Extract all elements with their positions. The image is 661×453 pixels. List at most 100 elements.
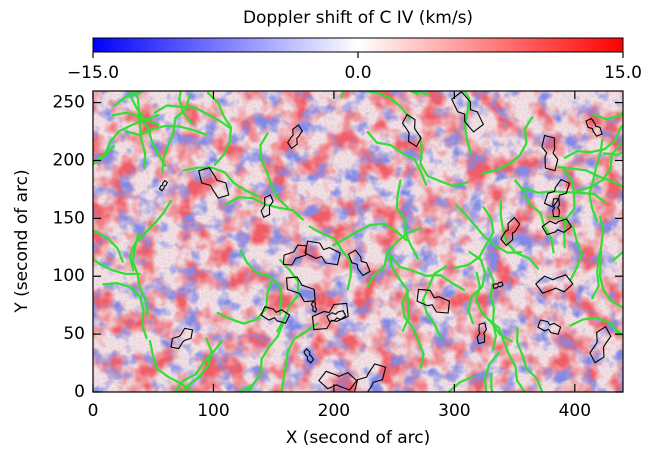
network-contour xyxy=(588,138,604,223)
network-contour xyxy=(557,165,623,188)
network-contour xyxy=(569,316,623,337)
intensity-contour xyxy=(260,194,274,219)
intensity-contour xyxy=(304,240,341,266)
y-axis-label: Y (second of arc) xyxy=(12,169,32,313)
network-contour xyxy=(418,135,469,188)
network-contour xyxy=(239,249,283,316)
network-contour xyxy=(455,204,523,254)
network-contour xyxy=(592,110,623,121)
intensity-contour xyxy=(318,370,358,391)
network-contour xyxy=(467,250,487,325)
network-contour xyxy=(481,116,534,175)
plot-frame xyxy=(92,90,624,393)
network-contour xyxy=(259,132,289,209)
network-contour xyxy=(113,91,147,107)
intensity-contour xyxy=(311,302,349,331)
intensity-contour xyxy=(285,276,316,303)
x-tick-label: 300 xyxy=(438,401,470,421)
intensity-contour xyxy=(476,322,487,345)
y-tick-label: 150 xyxy=(53,208,85,228)
colorbar-tick-label: 0.0 xyxy=(344,63,371,83)
network-contour xyxy=(148,339,194,392)
colorbar-tick-label: 15.0 xyxy=(604,63,642,83)
network-contour xyxy=(387,252,410,332)
intensity-contour xyxy=(282,244,307,266)
network-contour xyxy=(178,91,194,125)
intensity-contour xyxy=(451,91,484,133)
network-contour xyxy=(178,337,213,392)
network-contour xyxy=(132,91,147,169)
network-contour xyxy=(111,111,167,167)
y-tick-label: 100 xyxy=(53,266,85,286)
x-tick-label: 0 xyxy=(88,401,99,421)
network-contour xyxy=(598,246,623,309)
network-contour xyxy=(124,124,208,136)
network-contour xyxy=(128,199,172,272)
intensity-contour xyxy=(158,179,168,192)
network-contour xyxy=(389,255,466,292)
network-contour xyxy=(153,104,233,130)
network-contour xyxy=(216,280,273,325)
intensity-contour xyxy=(170,327,194,350)
intensity-contour xyxy=(198,167,230,199)
network-contour xyxy=(563,123,623,159)
y-tick-label: 0 xyxy=(74,382,85,402)
intensity-contour xyxy=(347,249,371,277)
network-contour xyxy=(463,91,472,155)
intensity-contour xyxy=(535,274,574,294)
network-contour xyxy=(93,145,115,166)
network-contour xyxy=(562,168,576,249)
network-contour xyxy=(413,91,431,96)
intensity-contour xyxy=(287,124,303,150)
intensity-contour xyxy=(537,319,562,335)
x-tick-label: 100 xyxy=(197,401,229,421)
intensity-contour xyxy=(303,348,315,364)
network-contour xyxy=(340,91,345,99)
network-contour xyxy=(207,92,233,166)
intensity-contour xyxy=(541,134,559,172)
x-axis-label: X (second of arc) xyxy=(286,428,431,448)
intensity-contour xyxy=(401,113,422,148)
network-contour xyxy=(93,229,124,263)
y-tick-label: 200 xyxy=(53,150,85,170)
network-contour xyxy=(332,222,408,247)
network-contour xyxy=(603,150,623,157)
network-contour xyxy=(591,215,605,300)
intensity-contour xyxy=(310,300,318,313)
intensity-contour xyxy=(500,216,521,247)
network-contour xyxy=(490,372,494,392)
intensity-contour xyxy=(589,325,612,364)
network-contour xyxy=(102,281,148,340)
intensity-contour xyxy=(552,198,561,218)
network-contour xyxy=(421,265,447,339)
network-contour xyxy=(366,226,422,289)
network-contour xyxy=(395,179,419,260)
intensity-contour xyxy=(541,218,573,236)
colorbar-title: Doppler shift of C IV (km/s) xyxy=(243,8,473,28)
y-tick-label: 50 xyxy=(63,324,85,344)
x-tick-label: 400 xyxy=(559,401,591,421)
colorbar xyxy=(92,37,624,53)
network-contour xyxy=(483,352,500,392)
colorbar-tick-label: −15.0 xyxy=(67,63,119,83)
network-contour xyxy=(453,206,495,270)
doppler-map xyxy=(93,91,623,392)
network-contour xyxy=(475,271,513,343)
intensity-contour xyxy=(416,288,451,314)
network-contour xyxy=(447,375,474,392)
intensity-contour xyxy=(543,178,571,208)
x-tick-label: 200 xyxy=(318,401,350,421)
intensity-contour xyxy=(492,281,504,290)
network-contour xyxy=(366,130,428,186)
network-contour xyxy=(547,216,583,281)
network-contour xyxy=(308,225,352,291)
network-contour xyxy=(276,258,300,333)
intensity-contour xyxy=(353,363,387,392)
network-contour xyxy=(576,141,623,193)
intensity-contour xyxy=(326,309,347,323)
network-contour xyxy=(487,266,498,351)
y-tick-label: 250 xyxy=(53,93,85,113)
intensity-contour xyxy=(260,306,291,324)
network-contour xyxy=(93,257,141,276)
